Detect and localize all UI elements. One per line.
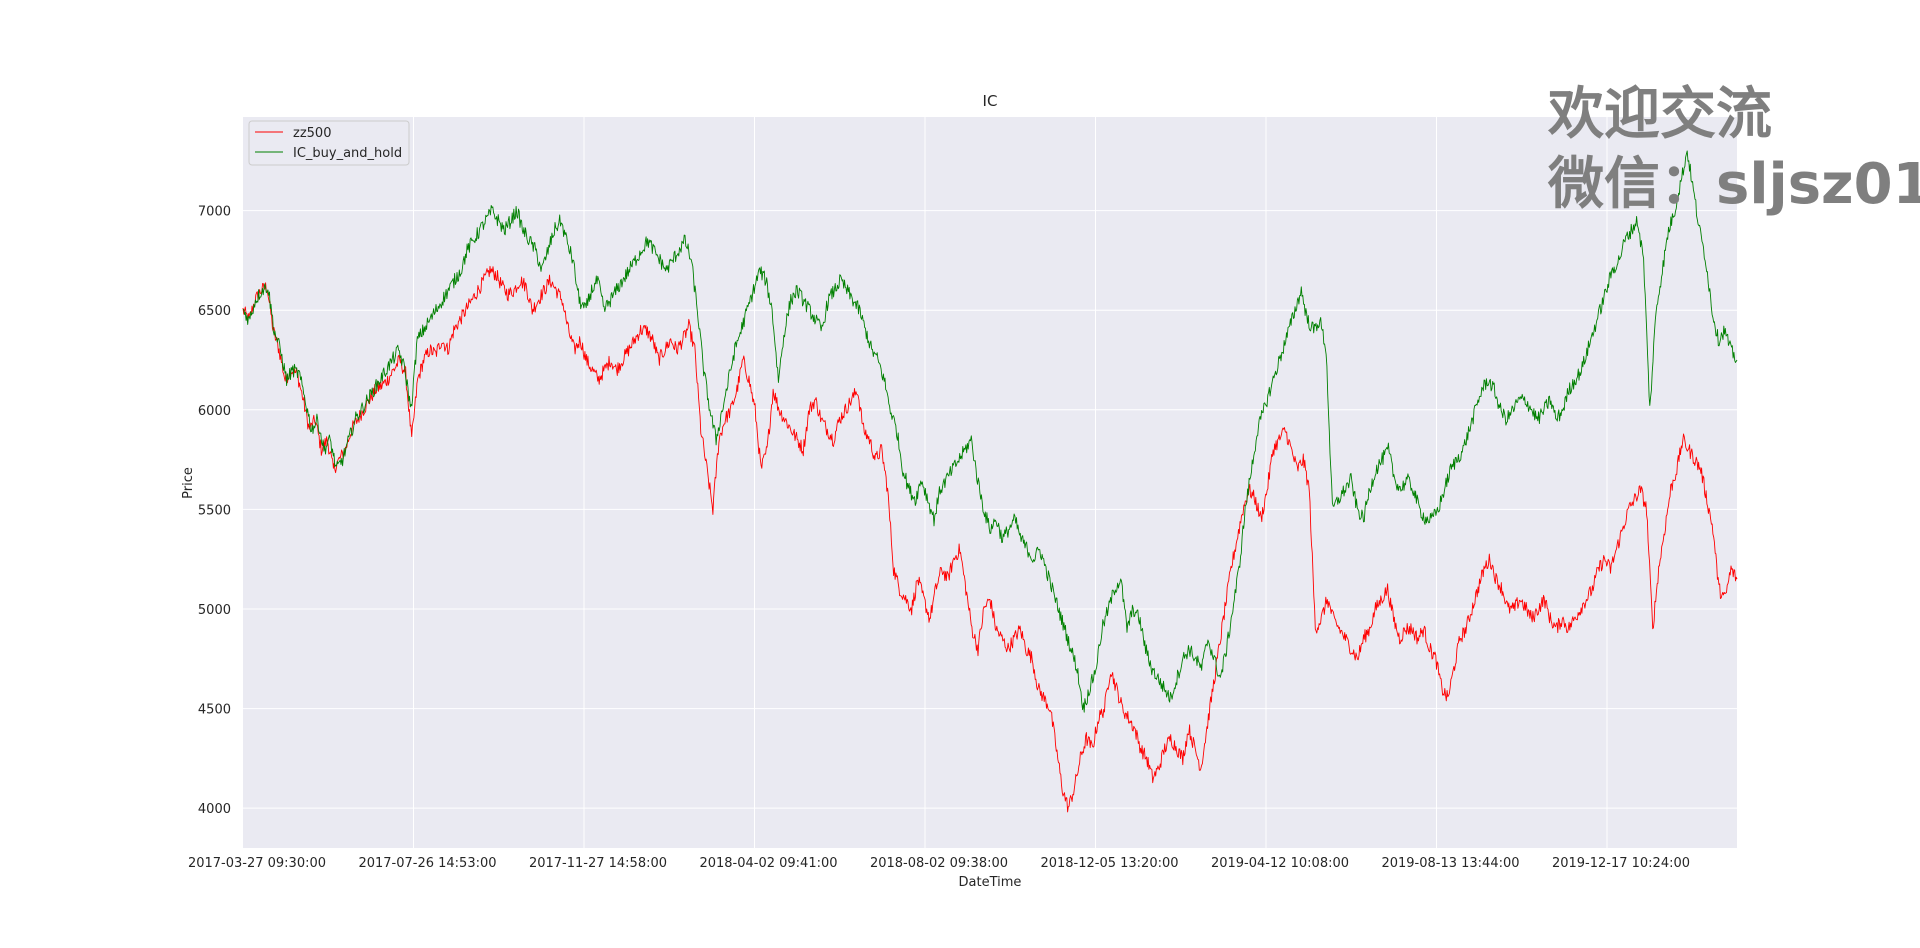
legend-label-ic-buy-and-hold: IC_buy_and_hold [293, 146, 402, 161]
x-tick-label: 2018-08-02 09:38:00 [870, 856, 1008, 871]
x-tick-label: 2017-07-26 14:53:00 [358, 856, 496, 871]
y-axis-label: Price [181, 467, 196, 499]
y-tick-label: 6000 [198, 404, 231, 419]
x-tick-label: 2018-12-05 13:20:00 [1040, 856, 1178, 871]
y-tick-label: 4500 [198, 703, 231, 718]
x-tick-label: 2018-04-02 09:41:00 [699, 856, 837, 871]
y-axis-ticks: 4000 4500 5000 5500 6000 6500 7000 [198, 205, 231, 818]
x-tick-label: 2017-03-27 09:30:00 [188, 856, 326, 871]
y-tick-label: 4000 [198, 802, 231, 817]
series-line-zz500 [242, 265, 1738, 813]
x-tick-label: 2019-08-13 13:44:00 [1381, 856, 1519, 871]
x-tick-label: 2019-12-17 10:24:00 [1552, 856, 1690, 871]
watermark-line-2: 微信：sljsz01 [1548, 152, 1920, 217]
legend-box [248, 120, 410, 166]
x-tick-label: 2019-04-12 10:08:00 [1211, 856, 1349, 871]
legend-label-zz500: zz500 [293, 126, 331, 141]
legend: zz500 IC_buy_and_hold [248, 120, 410, 166]
y-tick-label: 5000 [198, 603, 231, 618]
x-axis-ticks: 2017-03-27 09:30:00 2017-07-26 14:53:00 20… [188, 856, 1690, 871]
y-tick-label: 5500 [198, 503, 231, 518]
x-axis-label: DateTime [959, 875, 1022, 890]
y-tick-label: 7000 [198, 205, 231, 220]
series-layer [242, 150, 1738, 813]
watermark-line-1: 欢迎交流 [1548, 82, 1772, 147]
x-tick-label: 2017-11-27 14:58:00 [529, 856, 667, 871]
y-tick-label: 6500 [198, 304, 231, 319]
plot-background [243, 117, 1737, 848]
watermark: 欢迎交流 微信：sljsz01 [1548, 80, 1920, 220]
series-line-ic-buy-and-hold [242, 150, 1738, 713]
chart-title: IC [983, 92, 998, 110]
grid-lines [243, 117, 1737, 848]
